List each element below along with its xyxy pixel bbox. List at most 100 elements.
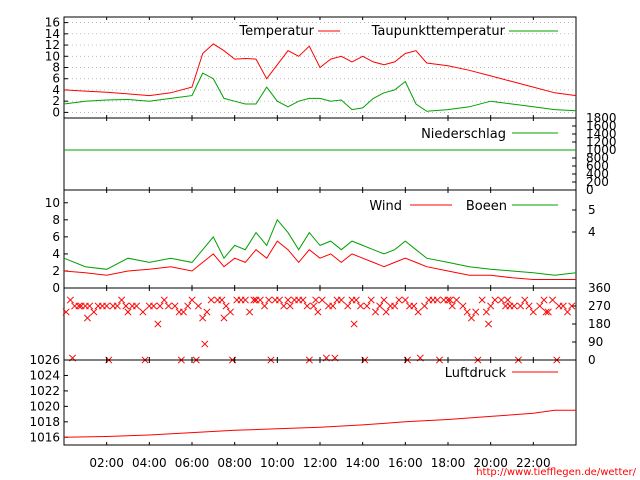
- x-tick-label: 10:00: [260, 456, 295, 470]
- wind-direction-point: [113, 302, 121, 310]
- wind-legend: Wind Boeen: [369, 199, 558, 214]
- wind-direction-point: [401, 296, 409, 304]
- wind-direction-point: [497, 296, 505, 304]
- legend-label-wind: Wind: [369, 199, 402, 214]
- x-tick-label: 14:00: [345, 456, 380, 470]
- x-tick-label: 12:00: [303, 456, 338, 470]
- series-line-wind: [63, 240, 576, 280]
- wind-direction-point: [491, 296, 499, 304]
- wind-direction-point: [548, 296, 557, 304]
- wind-direction-point: [156, 302, 164, 310]
- y-tick-label: 1016: [29, 430, 60, 444]
- y-tick-label: 4: [52, 247, 60, 261]
- wind-direction-point: [250, 296, 258, 304]
- wind-direction-point: [395, 296, 403, 304]
- wind-direction-point: [559, 302, 567, 310]
- pressure-legend: Luftdruck: [445, 366, 558, 381]
- y-tick-label: 4: [52, 83, 60, 97]
- wind-direction-point: [139, 308, 147, 316]
- wind-direction-point: [66, 296, 74, 304]
- wind-direction-point: [420, 302, 429, 310]
- wind-direction-point: [310, 302, 318, 310]
- series-line-temperatur: [63, 43, 577, 97]
- wind-direction-point: [265, 296, 273, 304]
- wind-direction-series: [62, 296, 576, 364]
- wind-direction-point: [484, 320, 493, 328]
- y-tick-label-right: 90: [588, 335, 603, 349]
- y-tick-label: 6: [52, 230, 60, 244]
- wind-direction-point: [487, 302, 495, 310]
- y-tick-label-right: 360: [588, 281, 611, 295]
- wind-direction-point: [510, 302, 518, 310]
- x-tick-label: 22:00: [516, 456, 551, 470]
- y-tick-label: 14: [45, 27, 60, 41]
- wind-direction-point: [525, 302, 533, 310]
- pressure-series: [63, 409, 576, 438]
- y-tick-label: 1026: [29, 353, 60, 367]
- series-line-luftdruck: [63, 409, 576, 438]
- x-tick-label: 08:00: [217, 456, 252, 470]
- y-tick-label: 800: [586, 151, 609, 165]
- wind-direction-point: [132, 302, 141, 310]
- wind-direction-point: [542, 308, 550, 316]
- y-tick-label: 2: [52, 94, 60, 108]
- x-tick-label: 20:00: [473, 456, 508, 470]
- y-tick-label: 2: [52, 264, 60, 278]
- legend-label-luftdruck: Luftdruck: [445, 366, 507, 381]
- wind-direction-point: [179, 308, 188, 316]
- wind-direction-point: [467, 314, 476, 322]
- x-tick-label: 16:00: [388, 456, 423, 470]
- wind-direction-point: [171, 302, 179, 310]
- wind-direction-point: [516, 302, 525, 310]
- wind-direction-point: [433, 296, 441, 304]
- y-tick-label: 16: [45, 16, 60, 30]
- y-tick-label: 10: [45, 49, 60, 63]
- x-tick-label: 02:00: [89, 456, 124, 470]
- y-tick-label: 1400: [586, 127, 617, 141]
- temperature-legend: Temperatur Taupunkttemperatur: [238, 24, 558, 39]
- wind-direction-point: [90, 308, 98, 316]
- y-tick-label: 1200: [586, 135, 617, 149]
- wind-direction-point: [318, 296, 326, 304]
- wind-direction-point: [363, 302, 371, 310]
- wind-direction-point: [452, 296, 461, 304]
- wind-direction-point: [303, 302, 311, 310]
- wind-direction-point: [337, 296, 345, 304]
- wind-direction-point: [352, 296, 360, 304]
- wind-direction-point: [284, 296, 292, 304]
- wind-direction-point: [536, 302, 544, 310]
- y-tick-label: 200: [586, 175, 609, 189]
- wind-direction-point: [367, 296, 375, 304]
- wind-direction-point: [314, 308, 322, 316]
- wind-direction-point: [164, 302, 173, 310]
- wind-direction-point: [459, 302, 467, 310]
- wind-direction-point: [260, 302, 269, 310]
- wind-direction-point: [184, 302, 192, 310]
- wind-direction-point: [410, 302, 418, 310]
- y-tick-label: 12: [45, 38, 60, 52]
- x-tick-label: 04:00: [132, 456, 167, 470]
- wind-direction-point: [329, 302, 337, 310]
- wind-direction-point: [482, 308, 490, 316]
- x-tick-label: 18:00: [431, 456, 466, 470]
- wind-direction-point: [504, 296, 512, 304]
- wind-direction-y-ticks: 0 90 180 270 360: [572, 281, 611, 367]
- wind-direction-point: [376, 302, 384, 310]
- wind-y-ticks-right: 45: [572, 203, 596, 239]
- y-tick-label: 1020: [29, 399, 60, 413]
- wind-direction-point: [391, 302, 399, 310]
- wind-series: [63, 218, 577, 280]
- y-tick-label: 400: [586, 167, 609, 181]
- wind-direction-point: [478, 296, 486, 304]
- wind-direction-point: [150, 302, 158, 310]
- y-tick-label-right: 0: [588, 353, 596, 367]
- wind-direction-point: [544, 308, 552, 316]
- wind-direction-point: [529, 308, 537, 316]
- wind-direction-point: [448, 302, 456, 310]
- wind-direction-point: [218, 296, 226, 304]
- wind-direction-point: [83, 314, 92, 322]
- temperature-series: [63, 43, 577, 112]
